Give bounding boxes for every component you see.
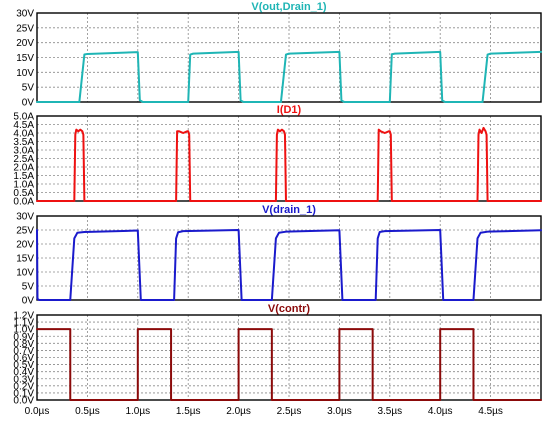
x-tick-label: 1.0µs — [125, 406, 150, 417]
trace-line-1-1 — [36, 50, 542, 103]
y-tick-label: 1.0A — [13, 180, 34, 191]
y-tick-label: 5.0A — [13, 112, 34, 123]
x-tick-label: 0.0µs — [25, 406, 50, 417]
y-tick-label: 0.3V — [13, 374, 34, 385]
y-tick-label: 2.5A — [13, 154, 34, 165]
y-tick-label: 0.2V — [13, 381, 34, 392]
y-tick-label: 25V — [16, 23, 34, 34]
y-tick-label: 0V — [22, 98, 35, 109]
y-tick-label: 3.0A — [13, 146, 34, 157]
trace-title-2: I(D1) — [277, 104, 302, 116]
trace-title-4: V(contr) — [268, 303, 311, 315]
trace-title-3: V(drain_1) — [262, 204, 316, 216]
x-tick-label: 4.0µs — [428, 406, 453, 417]
y-tick-label: 15V — [16, 53, 34, 64]
y-tick-label: 0.7V — [13, 346, 34, 357]
y-tick-label: 5V — [22, 282, 35, 293]
trace-line-4-1 — [36, 328, 542, 401]
x-tick-label: 2.5µs — [277, 406, 302, 417]
plot-pane-1: 0V 5V 10V 15V 20V 25V 30V V(out,Drain_1) — [16, 1, 542, 109]
plot-pane-2: 0.0A0.5A1.0A1.5A2.0A2.5A3.0A3.5A4.0A4.5A… — [13, 104, 542, 208]
y-tick-label: 1.1V — [13, 318, 34, 329]
y-tick-label: 20V — [16, 38, 34, 49]
y-tick-label: 20V — [16, 240, 34, 251]
y-tick-label: 2.0A — [13, 163, 34, 174]
y-tick-label: 0.1V — [13, 388, 34, 399]
y-tick-label: 1.0V — [13, 325, 34, 336]
y-tick-label: 15V — [16, 254, 34, 265]
y-tick-label: 0V — [22, 296, 35, 307]
y-tick-label: 4.0A — [13, 129, 34, 140]
y-tick-label: 0.5V — [13, 360, 34, 371]
y-tick-label: 3.5A — [13, 137, 34, 148]
plot-pane-4: 0.0V0.1V0.2V0.3V0.4V0.5V0.6V0.7V0.8V0.9V… — [13, 303, 542, 407]
y-tick-label: 1.5A — [13, 171, 34, 182]
y-tick-label: 30V — [16, 212, 34, 223]
y-tick-label: 25V — [16, 226, 34, 237]
x-tick-label: 1.5µs — [176, 406, 201, 417]
y-tick-label: 0.4V — [13, 367, 34, 378]
y-tick-label: 4.5A — [13, 120, 34, 131]
x-tick-label: 2.0µs — [226, 406, 251, 417]
y-tick-label: 0.8V — [13, 339, 34, 350]
plot-pane-3: 0V 5V 10V 15V 20V 25V 30V V(drain_1) — [16, 204, 542, 307]
trace-line-2-1 — [36, 126, 542, 202]
y-tick-label: 0.0V — [13, 396, 34, 407]
y-tick-label: 0.9V — [13, 332, 34, 343]
trace-title-1: V(out,Drain_1) — [251, 1, 327, 13]
plot-frame — [36, 12, 542, 103]
y-tick-label: 10V — [16, 268, 34, 279]
y-tick-label: 30V — [16, 9, 34, 20]
y-tick-label: 0.6V — [13, 353, 34, 364]
x-tick-label: 0.5µs — [75, 406, 100, 417]
x-tick-label: 3.5µs — [377, 406, 402, 417]
trace-line-3-1 — [36, 229, 542, 301]
x-tick-label: 4.5µs — [478, 406, 503, 417]
y-tick-label: 0.5A — [13, 188, 34, 199]
x-axis: 0.0µs 0.5µs 1.0µs 1.5µs 2.0µs 2.5µs 3.0µs 3.5µs… — [25, 406, 503, 417]
y-tick-label: 1.2V — [13, 311, 34, 322]
y-tick-label: 5V — [22, 83, 35, 94]
y-tick-label: 10V — [16, 68, 34, 79]
x-tick-label: 3.0µs — [327, 406, 352, 417]
y-tick-label: 0.0A — [13, 197, 34, 208]
